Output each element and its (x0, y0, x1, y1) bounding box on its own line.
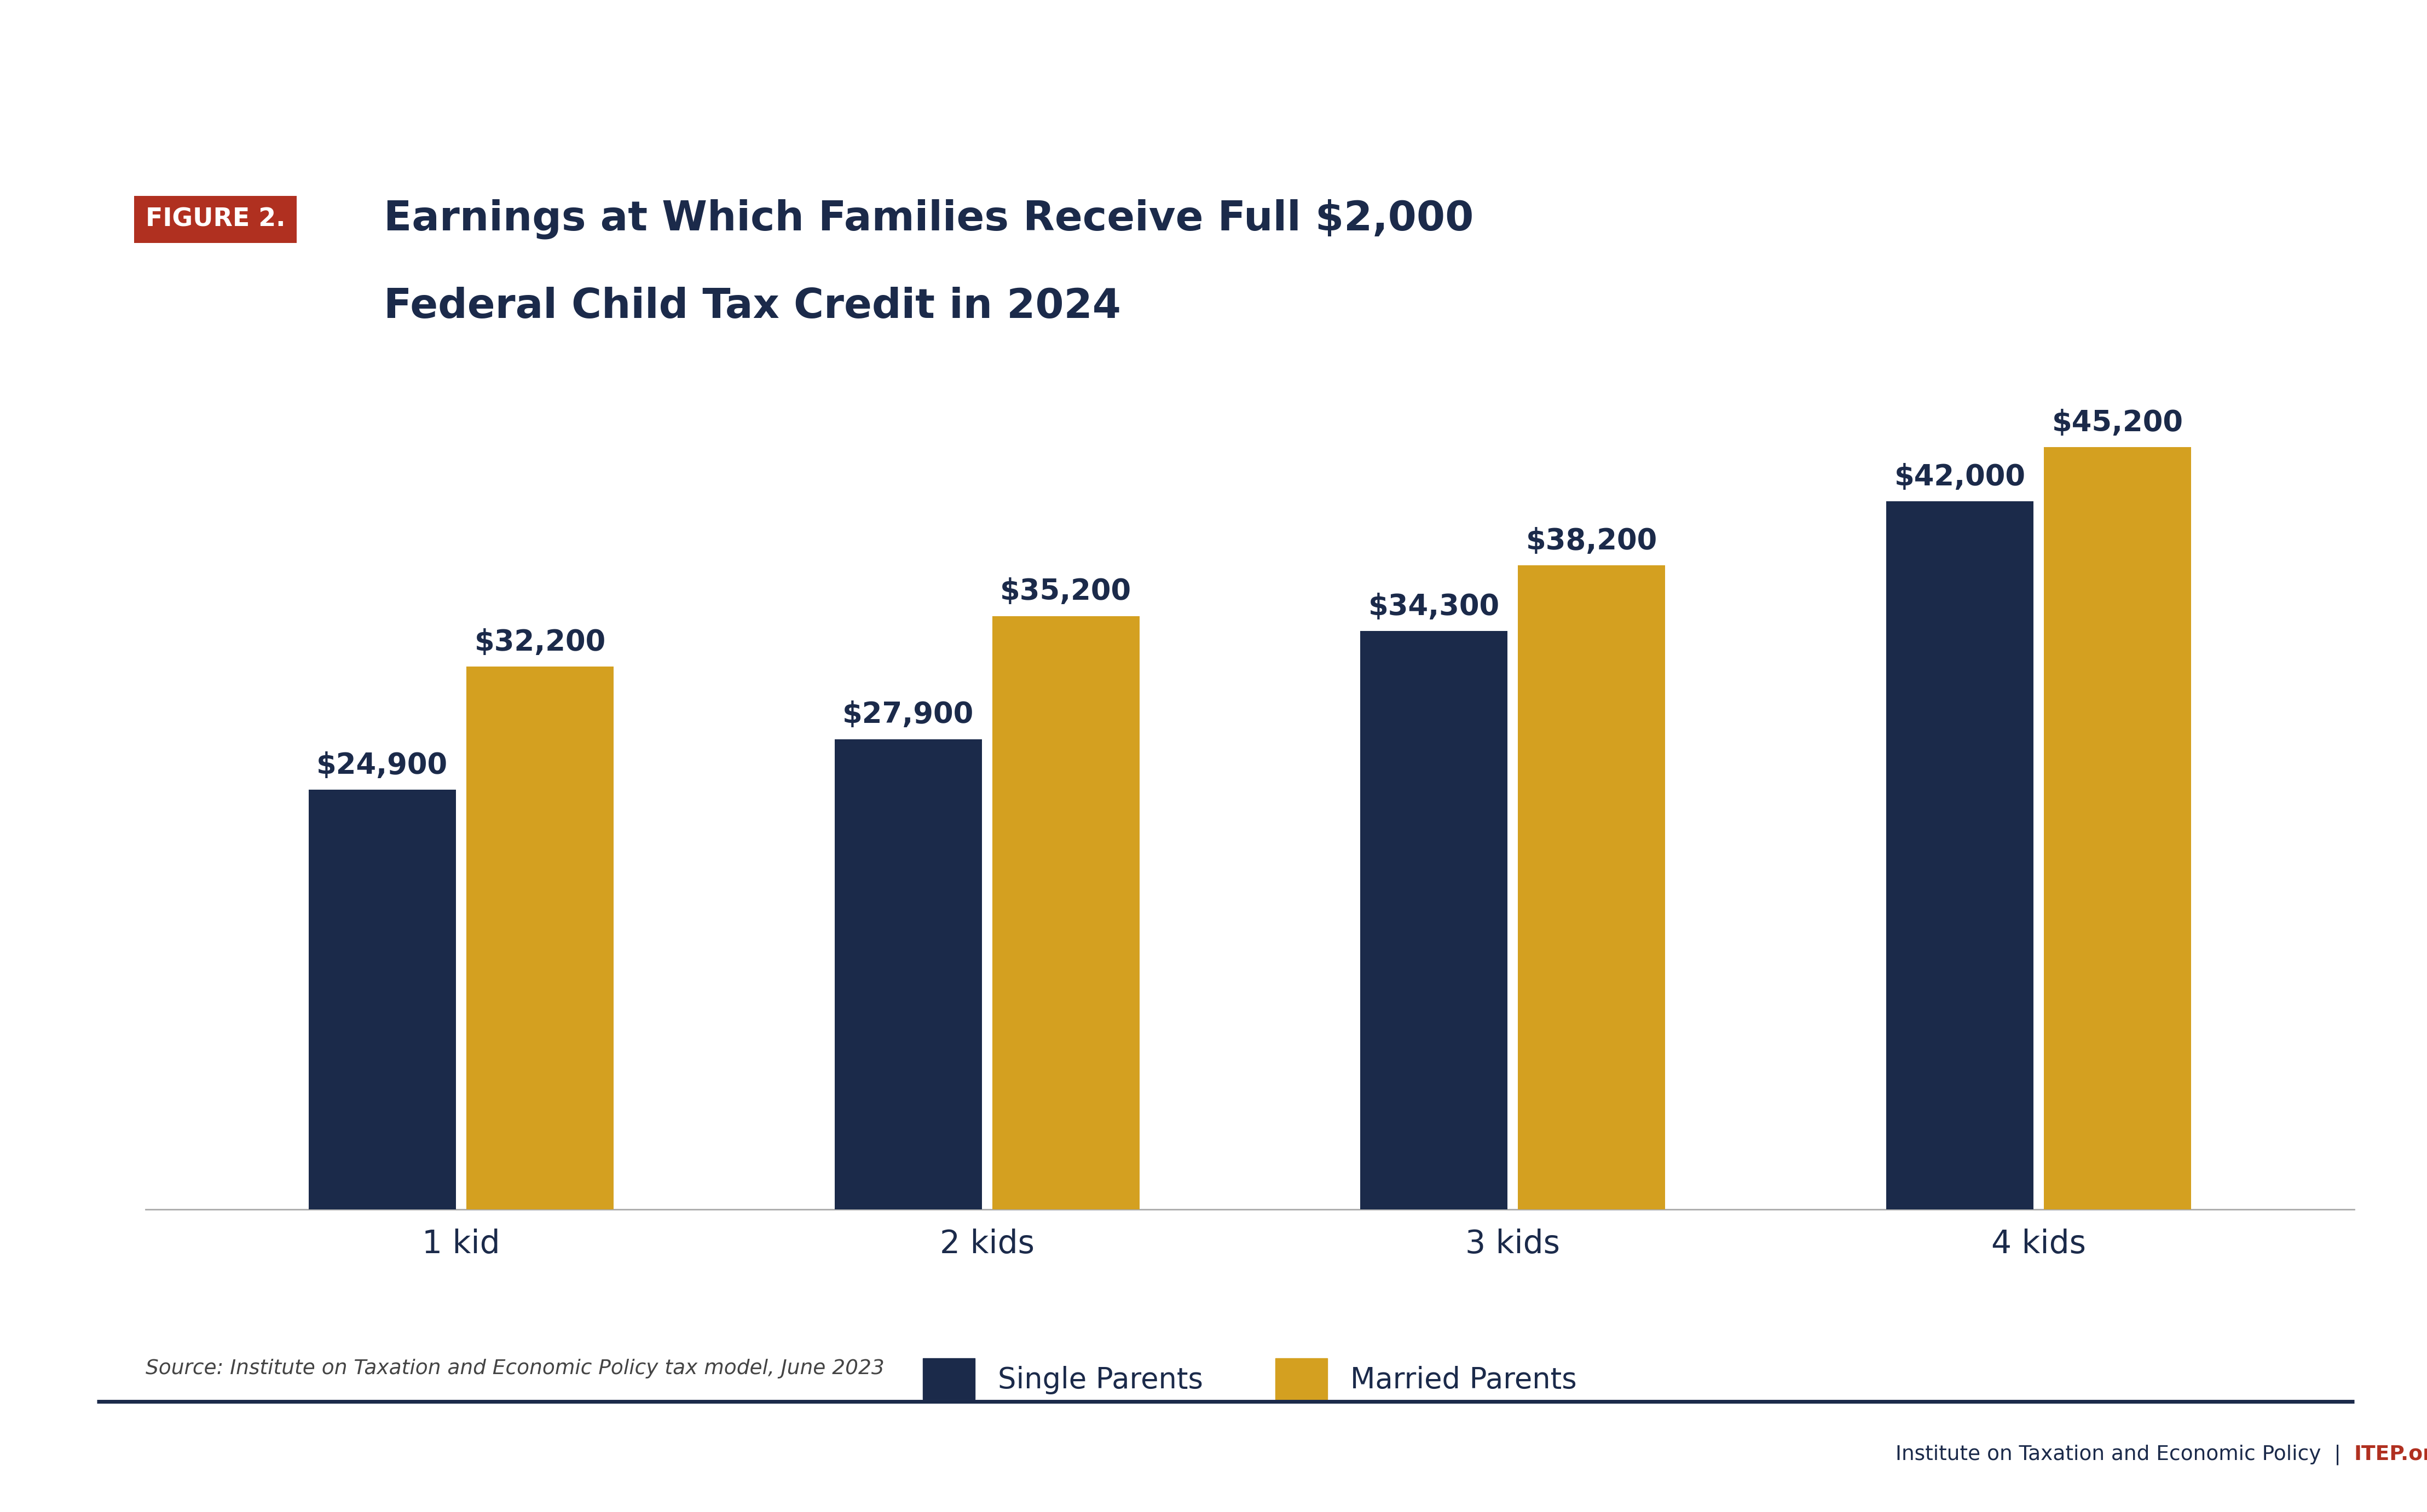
Text: ITEP.org: ITEP.org (2354, 1444, 2427, 1465)
Text: Institute on Taxation and Economic Policy  |: Institute on Taxation and Economic Polic… (1895, 1444, 2354, 1465)
Text: $35,200: $35,200 (1000, 578, 1131, 606)
Text: $24,900: $24,900 (316, 751, 449, 780)
Text: Source: Institute on Taxation and Economic Policy tax model, June 2023: Source: Institute on Taxation and Econom… (146, 1358, 883, 1379)
Text: $38,200: $38,200 (1527, 526, 1658, 555)
Bar (835, 739, 981, 1210)
Text: $45,200: $45,200 (2051, 408, 2184, 437)
Bar (466, 667, 614, 1210)
Text: $34,300: $34,300 (1369, 593, 1500, 621)
Text: Federal Child Tax Credit in 2024: Federal Child Tax Credit in 2024 (383, 287, 1121, 327)
Bar (2044, 448, 2192, 1210)
Bar (308, 789, 456, 1210)
Bar (1359, 631, 1507, 1210)
Bar (993, 615, 1141, 1210)
Bar (1886, 502, 2034, 1210)
Legend: Single Parents, Married Parents: Single Parents, Married Parents (910, 1347, 1590, 1411)
Text: FIGURE 2.: FIGURE 2. (146, 207, 286, 231)
Text: Earnings at Which Families Receive Full $2,000: Earnings at Which Families Receive Full … (383, 200, 1473, 239)
Bar (1517, 565, 1665, 1210)
Text: $42,000: $42,000 (1893, 463, 2027, 491)
Text: $27,900: $27,900 (842, 700, 973, 729)
Text: $32,200: $32,200 (473, 627, 607, 656)
